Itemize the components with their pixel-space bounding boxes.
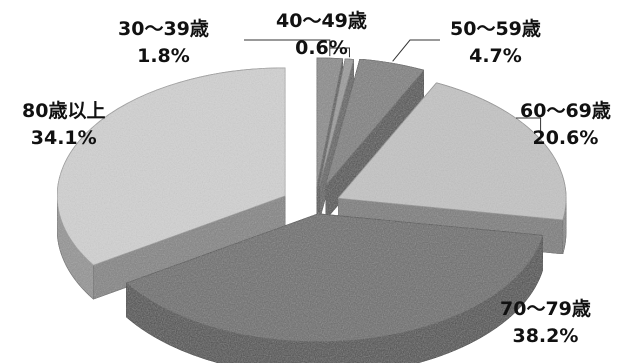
slice-label-40-49-value: 0.6% bbox=[295, 37, 348, 59]
pie-slice-50-59 bbox=[325, 58, 425, 221]
slice-label-40-49: 40～49歳 0.6% bbox=[276, 8, 367, 62]
slice-label-30-39-value: 1.8% bbox=[137, 45, 190, 67]
leader-line-50-59 bbox=[392, 39, 440, 62]
slice-label-30-39-category: 30～39歳 bbox=[118, 18, 209, 40]
slice-label-30-39: 30～39歳 1.8% bbox=[118, 16, 209, 70]
slice-label-50-59: 50～59歳 4.7% bbox=[450, 16, 541, 70]
pie-slice-70-79 bbox=[125, 213, 544, 363]
slice-label-70-79-value: 38.2% bbox=[512, 325, 579, 347]
leader-line-30-39 bbox=[244, 39, 331, 57]
slice-label-60-69: 60～69歳 20.6% bbox=[520, 98, 611, 152]
pie-slice-80-plus bbox=[56, 67, 286, 300]
slice-label-50-59-category: 50～59歳 bbox=[450, 18, 541, 40]
slice-label-60-69-value: 20.6% bbox=[532, 127, 599, 149]
slice-label-70-79: 70～79歳 38.2% bbox=[500, 296, 591, 350]
leader-line-60-69 bbox=[516, 117, 542, 138]
slice-label-50-59-value: 4.7% bbox=[469, 45, 522, 67]
leader-line-40-49 bbox=[330, 47, 350, 58]
slice-label-60-69-category: 60～69歳 bbox=[520, 100, 611, 122]
slice-label-70-79-category: 70～79歳 bbox=[500, 298, 591, 320]
slice-label-80-plus: 80歳以上 34.1% bbox=[22, 98, 105, 152]
slice-label-40-49-category: 40～49歳 bbox=[276, 10, 367, 32]
slice-label-80-plus-category: 80歳以上 bbox=[22, 100, 106, 122]
slice-label-80-plus-value: 34.1% bbox=[30, 127, 97, 149]
